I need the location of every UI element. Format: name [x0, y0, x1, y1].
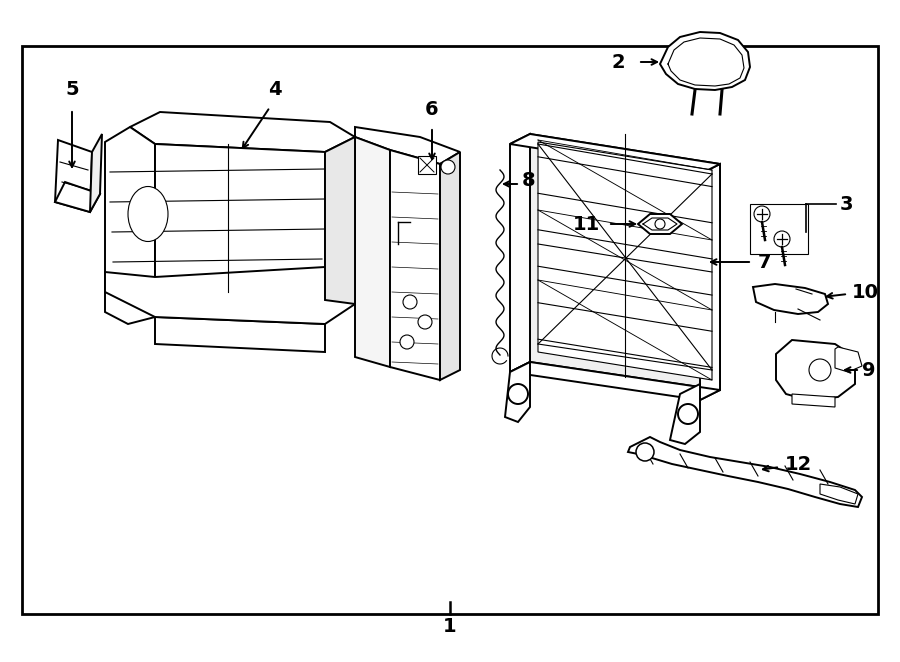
Text: 2: 2 [611, 52, 625, 71]
Polygon shape [105, 267, 355, 324]
Polygon shape [538, 142, 712, 380]
Polygon shape [776, 340, 855, 400]
Circle shape [678, 404, 698, 424]
Polygon shape [55, 140, 92, 212]
Polygon shape [105, 292, 155, 324]
Polygon shape [55, 182, 100, 212]
Circle shape [809, 359, 831, 381]
Text: 8: 8 [522, 171, 536, 189]
Polygon shape [130, 112, 355, 152]
Polygon shape [792, 394, 835, 407]
Polygon shape [505, 362, 530, 422]
Text: 3: 3 [840, 195, 853, 214]
Polygon shape [155, 144, 325, 300]
Circle shape [774, 231, 790, 247]
Text: 9: 9 [862, 361, 876, 379]
Circle shape [754, 206, 770, 222]
Polygon shape [325, 137, 355, 304]
Bar [750, 204, 808, 254]
Polygon shape [355, 137, 390, 367]
Text: 4: 4 [268, 80, 282, 99]
Polygon shape [753, 284, 828, 314]
Circle shape [418, 315, 432, 329]
Text: 10: 10 [852, 283, 879, 301]
Polygon shape [638, 214, 682, 234]
Polygon shape [670, 384, 700, 444]
Polygon shape [105, 127, 155, 307]
Polygon shape [90, 134, 102, 212]
Text: 1: 1 [443, 618, 457, 636]
Bar [418, 156, 436, 174]
Circle shape [636, 443, 654, 461]
Ellipse shape [128, 187, 168, 242]
Polygon shape [440, 152, 460, 380]
Text: 6: 6 [425, 100, 439, 119]
Circle shape [441, 160, 455, 174]
Polygon shape [628, 437, 862, 507]
Polygon shape [660, 32, 750, 90]
Polygon shape [510, 362, 720, 400]
Polygon shape [155, 317, 325, 352]
Text: 11: 11 [572, 214, 600, 234]
Polygon shape [700, 164, 720, 400]
Polygon shape [510, 134, 720, 174]
Text: 12: 12 [785, 455, 812, 473]
Bar [22, 46, 878, 614]
Circle shape [655, 219, 665, 229]
Circle shape [508, 384, 528, 404]
Circle shape [403, 295, 417, 309]
Text: 7: 7 [758, 252, 771, 271]
Polygon shape [390, 150, 440, 380]
Circle shape [400, 335, 414, 349]
Text: 5: 5 [65, 80, 79, 99]
Polygon shape [530, 134, 720, 390]
Polygon shape [510, 134, 530, 372]
Polygon shape [820, 484, 858, 504]
Polygon shape [355, 127, 460, 164]
Polygon shape [835, 347, 862, 372]
